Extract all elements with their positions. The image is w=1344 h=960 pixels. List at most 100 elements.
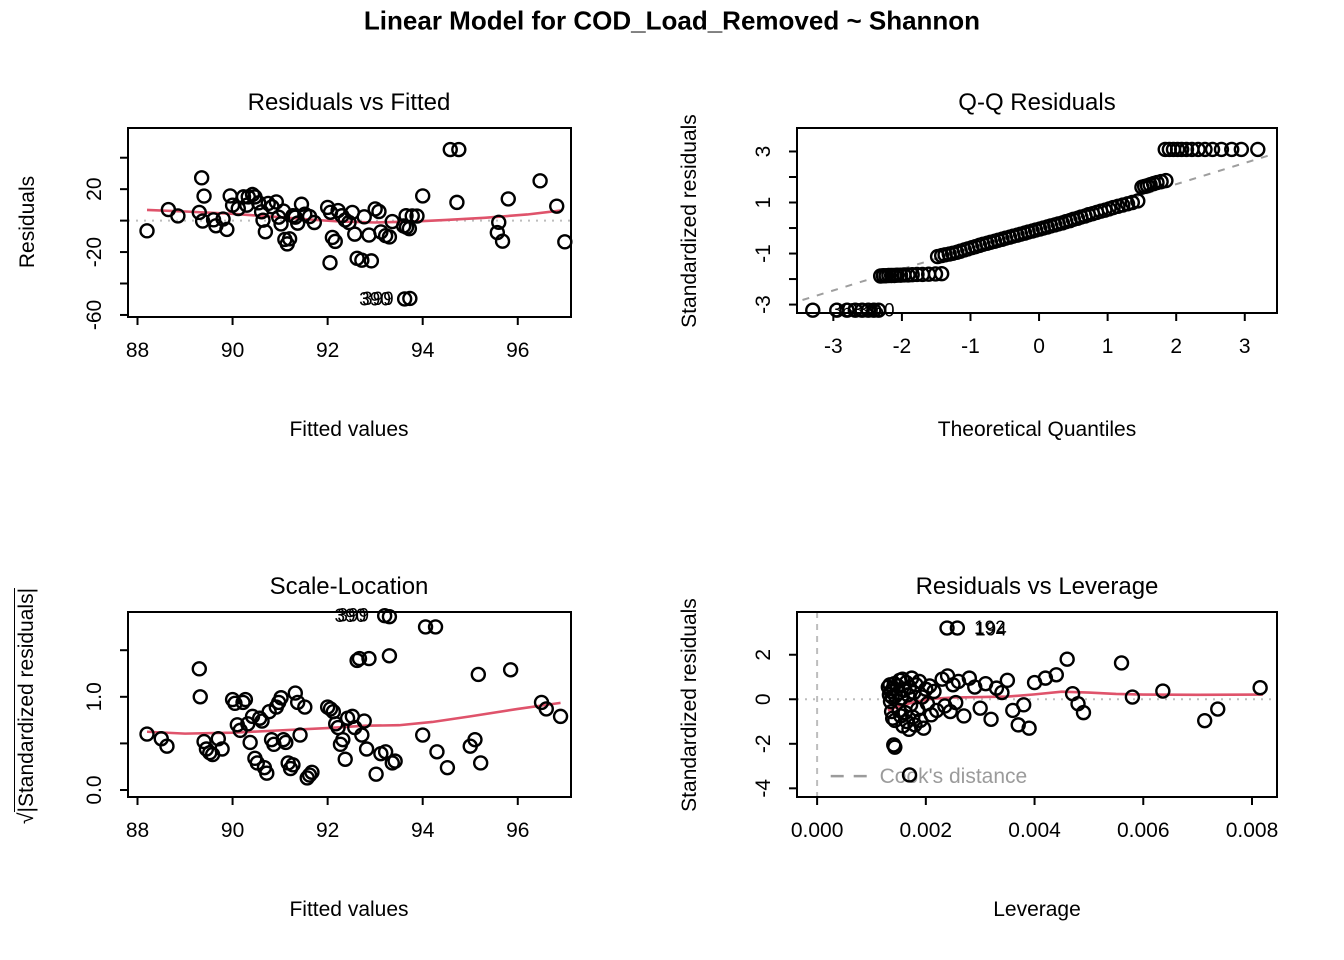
data-point xyxy=(275,731,292,748)
x-tick-label: 0 xyxy=(1033,335,1045,358)
x-tick-label: 3 xyxy=(1239,335,1251,358)
data-point xyxy=(242,734,258,751)
x-axis-label-theoretical-quantiles: Theoretical Quantiles xyxy=(937,418,1137,441)
data-point xyxy=(1197,141,1213,158)
data-point xyxy=(1224,141,1240,158)
data-point xyxy=(933,266,950,282)
panel-title-qq-residuals: Q-Q Residuals xyxy=(958,89,1116,116)
panel-title-residuals-vs-fitted: Residuals vs Fitted xyxy=(247,89,451,116)
data-point xyxy=(1213,141,1230,158)
x-axis-label-leverage: Leverage xyxy=(993,898,1081,921)
y-tick-label: -1 xyxy=(752,244,775,263)
x-tick-label: 94 xyxy=(411,339,435,362)
x-tick-label: 96 xyxy=(506,819,529,842)
data-point xyxy=(273,690,289,706)
x-tick-label: 2 xyxy=(1170,335,1182,358)
x-tick-label: 0.006 xyxy=(1117,819,1170,842)
panel-title-scale-location: Scale-Location xyxy=(269,573,429,600)
x-tick-label: 0.002 xyxy=(900,819,953,842)
data-point xyxy=(532,173,548,189)
data-point xyxy=(549,198,565,214)
data-point xyxy=(387,753,403,769)
data-point xyxy=(335,731,351,748)
data-point xyxy=(404,208,420,224)
data-point xyxy=(301,767,318,783)
x-tick-label: 90 xyxy=(221,339,244,362)
x-tick-label: 88 xyxy=(126,819,149,842)
x-tick-label: -3 xyxy=(824,335,843,358)
data-point xyxy=(371,203,387,220)
data-point xyxy=(866,302,882,318)
data-point xyxy=(354,252,370,268)
data-point xyxy=(381,608,398,625)
data-point xyxy=(191,661,207,677)
data-point xyxy=(1173,141,1190,158)
data-point xyxy=(414,188,431,204)
data-point xyxy=(449,194,465,211)
plot-box xyxy=(127,127,572,318)
outlier-point-label: 390 xyxy=(359,289,391,310)
data-point xyxy=(1048,667,1064,683)
data-point xyxy=(381,648,398,664)
data-point xyxy=(347,226,363,242)
data-point xyxy=(915,720,932,736)
data-point xyxy=(237,691,254,708)
data-point xyxy=(259,765,275,781)
data-point xyxy=(214,741,230,757)
data-point xyxy=(500,191,516,207)
data-point xyxy=(368,766,384,782)
data-point xyxy=(414,727,431,743)
data-point xyxy=(1250,141,1266,158)
data-point xyxy=(192,689,208,705)
data-point xyxy=(1158,172,1174,189)
data-point xyxy=(502,662,519,678)
plot-box xyxy=(796,127,1278,314)
data-point xyxy=(429,744,445,760)
data-point xyxy=(327,233,343,250)
data-point xyxy=(994,684,1010,701)
panel-title-residuals-vs-leverage: Residuals vs Leverage xyxy=(915,573,1159,600)
data-point xyxy=(1113,655,1130,671)
data-point xyxy=(1021,720,1037,736)
x-axis-label-fitted-values-2: Fitted values xyxy=(289,898,409,921)
data-point xyxy=(322,701,339,717)
data-point xyxy=(1233,141,1250,158)
data-point xyxy=(972,700,988,716)
data-point xyxy=(999,672,1016,689)
data-point xyxy=(926,683,942,700)
data-point xyxy=(948,694,964,711)
x-tick-label: 92 xyxy=(316,819,339,842)
y-tick-label: 3 xyxy=(752,146,775,158)
data-point xyxy=(159,738,175,754)
data-point xyxy=(918,681,934,697)
data-point xyxy=(354,727,370,743)
outlier-point-label: 363 xyxy=(831,301,863,322)
data-point xyxy=(398,208,414,224)
data-point xyxy=(909,266,925,283)
data-point xyxy=(557,234,573,250)
data-point xyxy=(870,302,887,318)
data-point xyxy=(983,711,999,728)
y-tick-label: 0.0 xyxy=(83,775,106,804)
data-point xyxy=(1204,141,1221,158)
data-point xyxy=(439,759,456,776)
data-point xyxy=(235,189,252,205)
data-point xyxy=(356,713,372,729)
data-point xyxy=(927,266,944,282)
y-tick-label: 0 xyxy=(752,693,775,705)
x-tick-label: 92 xyxy=(316,339,339,362)
data-point xyxy=(292,727,308,743)
data-point xyxy=(278,734,294,751)
data-point xyxy=(281,231,298,247)
cooks-distance-legend-label: Cook's distance xyxy=(880,765,1028,788)
x-tick-label: 90 xyxy=(221,819,244,842)
data-point xyxy=(377,744,394,760)
data-point xyxy=(194,213,211,229)
data-point xyxy=(297,699,313,715)
x-tick-label: 88 xyxy=(126,339,149,362)
